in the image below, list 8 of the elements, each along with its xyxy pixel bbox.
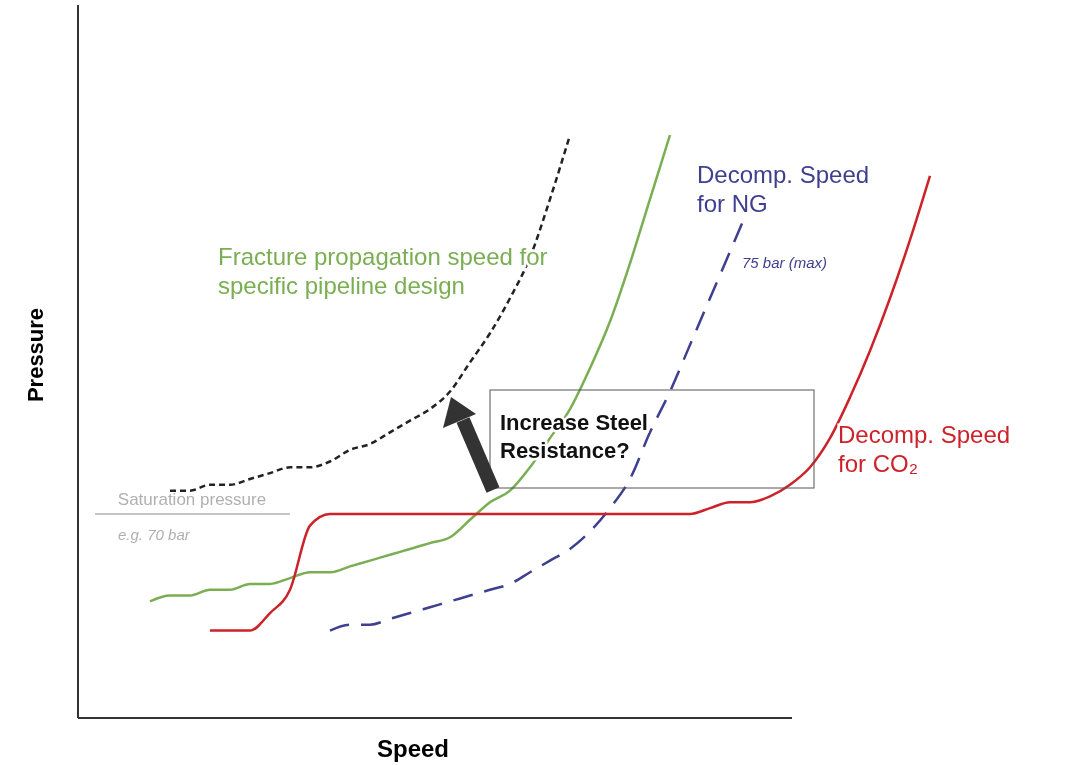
series-label: Decomp. Speed for NG (697, 161, 870, 217)
series-label: Decomp. Speed for CO₂ (838, 421, 1011, 477)
y-axis-title: Pressure (23, 307, 48, 403)
annotation: e.g. 70 bar (118, 526, 191, 543)
ref-line-label: Saturation pressure (117, 489, 267, 509)
text: Fracture propagation speed for specific pipeline design (218, 243, 548, 299)
x-axis-title: Speed (376, 735, 450, 762)
annotation: 75 bar (max) (742, 254, 828, 271)
